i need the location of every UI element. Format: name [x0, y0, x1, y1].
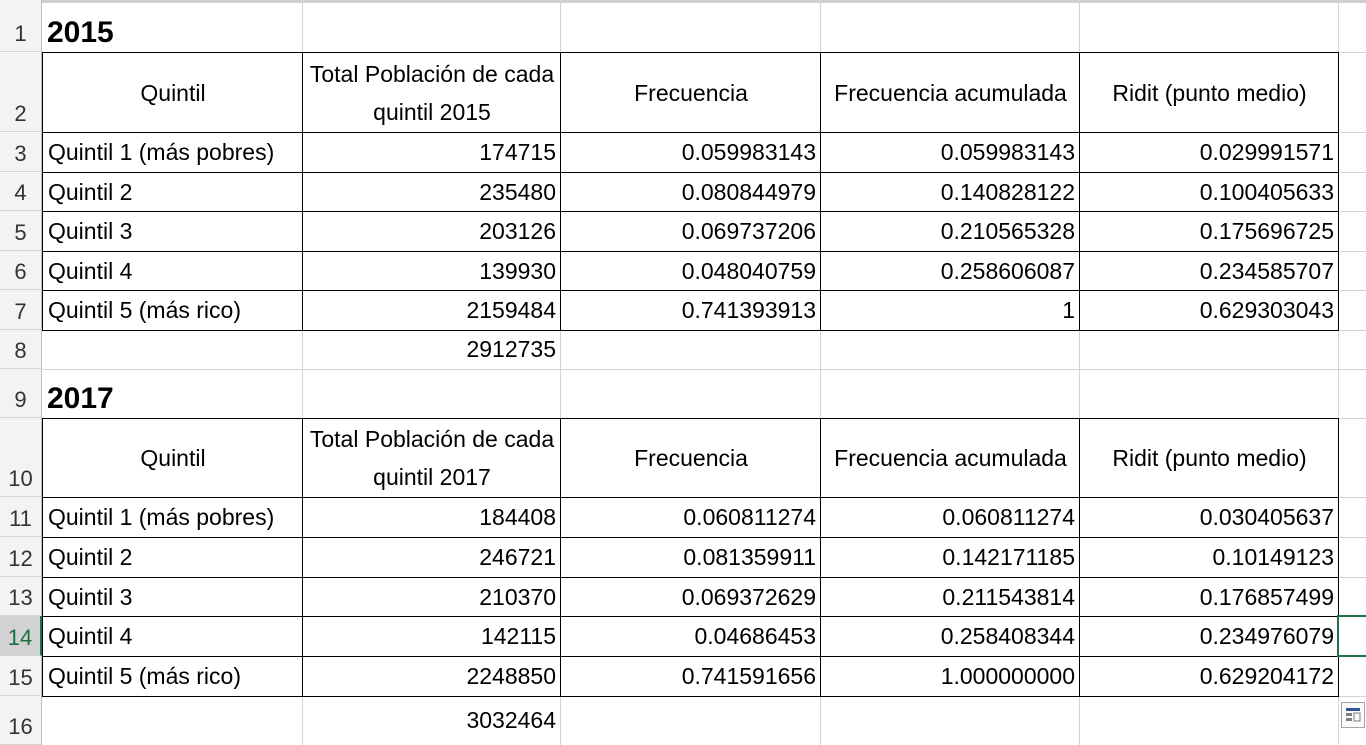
row-header-1[interactable]: 1	[0, 0, 42, 52]
data-cell[interactable]: 2248850	[302, 656, 561, 697]
data-cell[interactable]: 0.629204172	[1079, 656, 1339, 697]
data-cell[interactable]: 235480	[302, 172, 561, 212]
quintil-label[interactable]: Quintil 3	[42, 211, 303, 252]
data-cell[interactable]: 246721	[302, 537, 561, 578]
row-header-5[interactable]: 5	[0, 211, 42, 251]
quintil-label[interactable]: Quintil 5 (más rico)	[42, 290, 303, 331]
data-cell[interactable]: 203126	[302, 211, 561, 252]
data-cell[interactable]: 0.258408344	[820, 616, 1080, 657]
quintil-label[interactable]: Quintil 2	[42, 537, 303, 578]
section-title-2015[interactable]: 2015	[47, 16, 114, 49]
data-cell[interactable]: 0.176857499	[1079, 577, 1339, 617]
quintil-label[interactable]: Quintil 3	[42, 577, 303, 617]
data-cell[interactable]: 0.081359911	[560, 537, 821, 578]
data-cell[interactable]: 184408	[302, 497, 561, 538]
data-cell[interactable]: 0.080844979	[560, 172, 821, 212]
gridline-vertical	[560, 0, 561, 745]
quintil-label[interactable]: Quintil 4	[42, 251, 303, 291]
data-cell[interactable]: 0.234585707	[1079, 251, 1339, 291]
gridline-vertical	[1079, 0, 1080, 745]
data-cell[interactable]: 0.741591656	[560, 656, 821, 697]
row-header-6[interactable]: 6	[0, 251, 42, 290]
data-cell[interactable]: 0.060811274	[820, 497, 1080, 538]
row-header-9[interactable]: 9	[0, 369, 42, 418]
quick-analysis-icon[interactable]	[1341, 702, 1365, 728]
column-heading[interactable]: Ridit (punto medio)	[1079, 418, 1339, 498]
data-cell[interactable]: 0.030405637	[1079, 497, 1339, 538]
quintil-label[interactable]: Quintil 2	[42, 172, 303, 212]
row-header-8[interactable]: 8	[0, 330, 42, 369]
column-heading[interactable]: Total Población de cada quintil 2015	[302, 52, 561, 133]
data-cell[interactable]: 0.048040759	[560, 251, 821, 291]
data-cell[interactable]: 0.140828122	[820, 172, 1080, 212]
data-cell[interactable]: 0.059983143	[820, 132, 1080, 173]
data-cell[interactable]: 174715	[302, 132, 561, 173]
data-cell[interactable]: 0.069737206	[560, 211, 821, 252]
row-header-16[interactable]: 16	[0, 696, 42, 745]
gridline-horizontal	[42, 369, 1366, 370]
data-cell[interactable]: 0.029991571	[1079, 132, 1339, 173]
data-cell[interactable]: 0.629303043	[1079, 290, 1339, 331]
data-cell[interactable]: 0.100405633	[1079, 172, 1339, 212]
column-heading[interactable]: Frecuencia acumulada	[820, 52, 1080, 133]
data-cell[interactable]: 0.211543814	[820, 577, 1080, 617]
data-cell[interactable]: 142115	[302, 616, 561, 657]
total-cell[interactable]: 3032464	[466, 707, 556, 733]
quintil-label[interactable]: Quintil 1 (más pobres)	[42, 132, 303, 173]
row-header-7[interactable]: 7	[0, 290, 42, 330]
data-cell[interactable]: 2159484	[302, 290, 561, 331]
data-cell[interactable]: 0.258606087	[820, 251, 1080, 291]
section-title-2017[interactable]: 2017	[47, 382, 114, 415]
data-cell[interactable]: 0.142171185	[820, 537, 1080, 578]
column-heading[interactable]: Ridit (punto medio)	[1079, 52, 1339, 133]
column-header-strip	[0, 0, 1366, 3]
row-header-10[interactable]: 10	[0, 418, 42, 497]
data-cell[interactable]: 0.210565328	[820, 211, 1080, 252]
data-cell[interactable]: 0.069372629	[560, 577, 821, 617]
data-cell[interactable]: 0.175696725	[1079, 211, 1339, 252]
column-heading[interactable]: Quintil	[42, 52, 303, 133]
data-cell[interactable]: 0.10149123	[1079, 537, 1339, 578]
quintil-label[interactable]: Quintil 5 (más rico)	[42, 656, 303, 697]
quintil-label[interactable]: Quintil 4	[42, 616, 303, 657]
row-header-2[interactable]: 2	[0, 52, 42, 132]
column-heading[interactable]: Frecuencia acumulada	[820, 418, 1080, 498]
row-header-13[interactable]: 13	[0, 577, 42, 616]
gridline-vertical	[302, 0, 303, 745]
column-heading[interactable]: Frecuencia	[560, 52, 821, 133]
data-cell[interactable]: 139930	[302, 251, 561, 291]
row-header-3[interactable]: 3	[0, 132, 42, 172]
column-heading[interactable]: Quintil	[42, 418, 303, 498]
row-header-12[interactable]: 12	[0, 537, 42, 577]
row-header-15[interactable]: 15	[0, 656, 42, 696]
data-cell[interactable]: 0.234976079	[1079, 616, 1339, 657]
data-cell[interactable]: 0.04686453	[560, 616, 821, 657]
gridline-vertical	[820, 0, 821, 745]
gridline-vertical	[1338, 0, 1339, 745]
selected-cell[interactable]	[1337, 615, 1366, 657]
data-cell[interactable]: 1.000000000	[820, 656, 1080, 697]
row-header-11[interactable]: 11	[0, 497, 42, 537]
row-header-4[interactable]: 4	[0, 172, 42, 211]
column-heading[interactable]: Frecuencia	[560, 418, 821, 498]
quintil-label[interactable]: Quintil 1 (más pobres)	[42, 497, 303, 538]
row-header-14[interactable]: 14	[0, 616, 42, 656]
column-heading[interactable]: Total Población de cada quintil 2017	[302, 418, 561, 498]
total-cell[interactable]: 2912735	[466, 336, 556, 362]
data-cell[interactable]: 1	[820, 290, 1080, 331]
data-cell[interactable]: 210370	[302, 577, 561, 617]
data-cell[interactable]: 0.741393913	[560, 290, 821, 331]
data-cell[interactable]: 0.059983143	[560, 132, 821, 173]
data-cell[interactable]: 0.060811274	[560, 497, 821, 538]
